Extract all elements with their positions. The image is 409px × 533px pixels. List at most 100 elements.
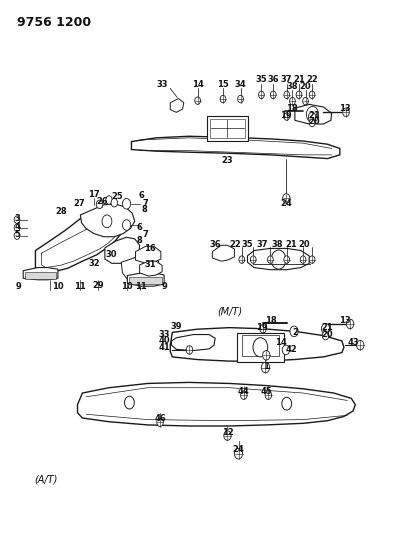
Text: 22: 22 (229, 240, 241, 249)
Text: 16: 16 (144, 244, 155, 253)
Text: 5: 5 (14, 230, 20, 239)
Text: 4: 4 (14, 222, 20, 231)
Circle shape (124, 396, 134, 409)
Text: 20: 20 (299, 82, 310, 91)
Circle shape (122, 220, 130, 230)
Text: 3: 3 (14, 214, 20, 223)
Polygon shape (139, 261, 162, 276)
Circle shape (321, 324, 329, 334)
Circle shape (259, 325, 265, 333)
Text: 11: 11 (134, 282, 146, 291)
Text: 14: 14 (191, 80, 203, 89)
Polygon shape (170, 99, 183, 112)
Text: 14: 14 (274, 338, 286, 347)
Text: 45: 45 (260, 387, 272, 397)
Text: 21: 21 (292, 75, 304, 84)
Polygon shape (80, 204, 135, 237)
Text: 40: 40 (158, 336, 170, 345)
Text: 6: 6 (138, 191, 144, 200)
Polygon shape (294, 104, 331, 124)
Circle shape (306, 107, 318, 123)
Circle shape (282, 193, 289, 203)
Text: 37: 37 (256, 240, 267, 249)
Text: 33: 33 (156, 80, 167, 89)
Circle shape (102, 215, 112, 228)
Text: 44: 44 (237, 387, 249, 397)
Text: 29: 29 (92, 280, 103, 289)
Text: 43: 43 (346, 338, 358, 347)
Bar (210, 119, 244, 138)
Text: 39: 39 (170, 321, 182, 330)
Text: 7: 7 (142, 199, 148, 208)
Text: 36: 36 (209, 240, 220, 249)
Polygon shape (23, 268, 58, 280)
Text: 18: 18 (285, 103, 297, 112)
Circle shape (270, 91, 275, 99)
Text: 15: 15 (217, 80, 228, 89)
Text: 31: 31 (144, 260, 155, 269)
Circle shape (258, 91, 264, 99)
Circle shape (267, 256, 272, 263)
Circle shape (308, 112, 315, 122)
Polygon shape (170, 328, 343, 361)
Polygon shape (247, 248, 308, 270)
Polygon shape (171, 335, 215, 351)
Bar (236, 333, 283, 362)
Text: 13: 13 (338, 104, 350, 113)
Text: 20: 20 (297, 240, 309, 249)
Polygon shape (127, 273, 164, 286)
Polygon shape (25, 272, 56, 279)
Text: 38: 38 (271, 240, 283, 249)
Text: 19: 19 (256, 323, 267, 332)
Circle shape (356, 341, 363, 350)
Circle shape (250, 256, 256, 263)
Text: 6: 6 (136, 223, 142, 232)
Circle shape (194, 97, 200, 104)
Circle shape (302, 98, 308, 105)
Text: 25: 25 (111, 192, 123, 201)
Text: 35: 35 (241, 240, 253, 249)
Circle shape (262, 351, 269, 360)
Text: 34: 34 (234, 80, 246, 89)
Circle shape (237, 95, 243, 103)
Circle shape (223, 431, 231, 440)
Circle shape (265, 391, 271, 399)
Text: 17: 17 (88, 190, 99, 199)
Text: 27: 27 (74, 199, 85, 208)
Text: 35: 35 (255, 75, 267, 84)
Text: 38: 38 (286, 82, 297, 91)
Circle shape (281, 345, 289, 355)
Circle shape (122, 198, 130, 209)
Circle shape (156, 418, 163, 426)
Text: (A/T): (A/T) (34, 474, 57, 484)
Text: 1: 1 (262, 362, 268, 371)
Bar (207, 116, 247, 141)
Text: 18: 18 (264, 316, 276, 325)
Text: 9756 1200: 9756 1200 (17, 15, 91, 29)
Polygon shape (212, 245, 234, 261)
Circle shape (270, 250, 285, 269)
Text: 7: 7 (142, 230, 148, 239)
Polygon shape (77, 382, 355, 426)
Text: (M/T): (M/T) (216, 306, 241, 317)
Text: 21: 21 (321, 323, 333, 332)
Text: 11: 11 (74, 282, 86, 291)
Text: 9: 9 (16, 282, 22, 291)
Text: 21: 21 (284, 240, 296, 249)
Circle shape (346, 319, 353, 329)
Circle shape (308, 119, 314, 127)
Text: 42: 42 (285, 345, 297, 354)
Text: 8: 8 (141, 205, 147, 214)
Circle shape (252, 338, 267, 357)
Circle shape (111, 198, 117, 207)
Circle shape (295, 91, 301, 99)
Circle shape (14, 216, 20, 223)
Polygon shape (131, 136, 339, 159)
Text: 26: 26 (96, 197, 108, 206)
Polygon shape (135, 246, 160, 263)
Text: 37: 37 (280, 75, 292, 84)
Circle shape (281, 397, 291, 410)
Circle shape (186, 346, 192, 354)
Text: 24: 24 (232, 446, 244, 455)
Text: 30: 30 (105, 250, 117, 259)
